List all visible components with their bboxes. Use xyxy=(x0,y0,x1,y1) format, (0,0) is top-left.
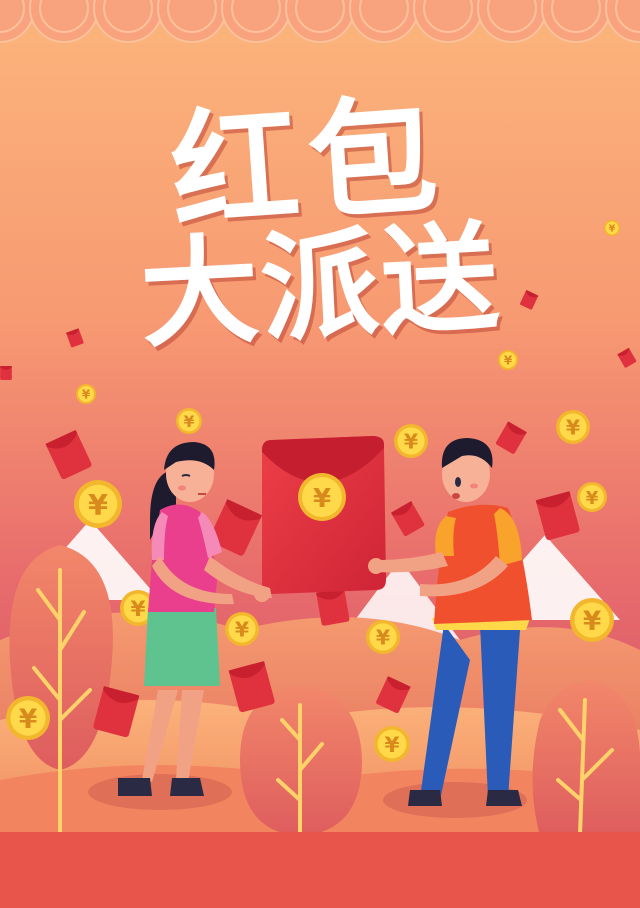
tree-right xyxy=(532,680,640,836)
girl-figure xyxy=(118,442,272,796)
title-line-dapaisong: 大派送 xyxy=(137,207,504,365)
big-red-envelope: ¥ xyxy=(262,436,386,594)
tree-middle xyxy=(240,686,362,836)
svg-text:¥: ¥ xyxy=(313,484,331,514)
scallop-border xyxy=(0,0,640,43)
poster-title: 红包 大派送 xyxy=(0,0,640,365)
boy-figure xyxy=(368,438,532,806)
bottom-band xyxy=(0,832,640,908)
